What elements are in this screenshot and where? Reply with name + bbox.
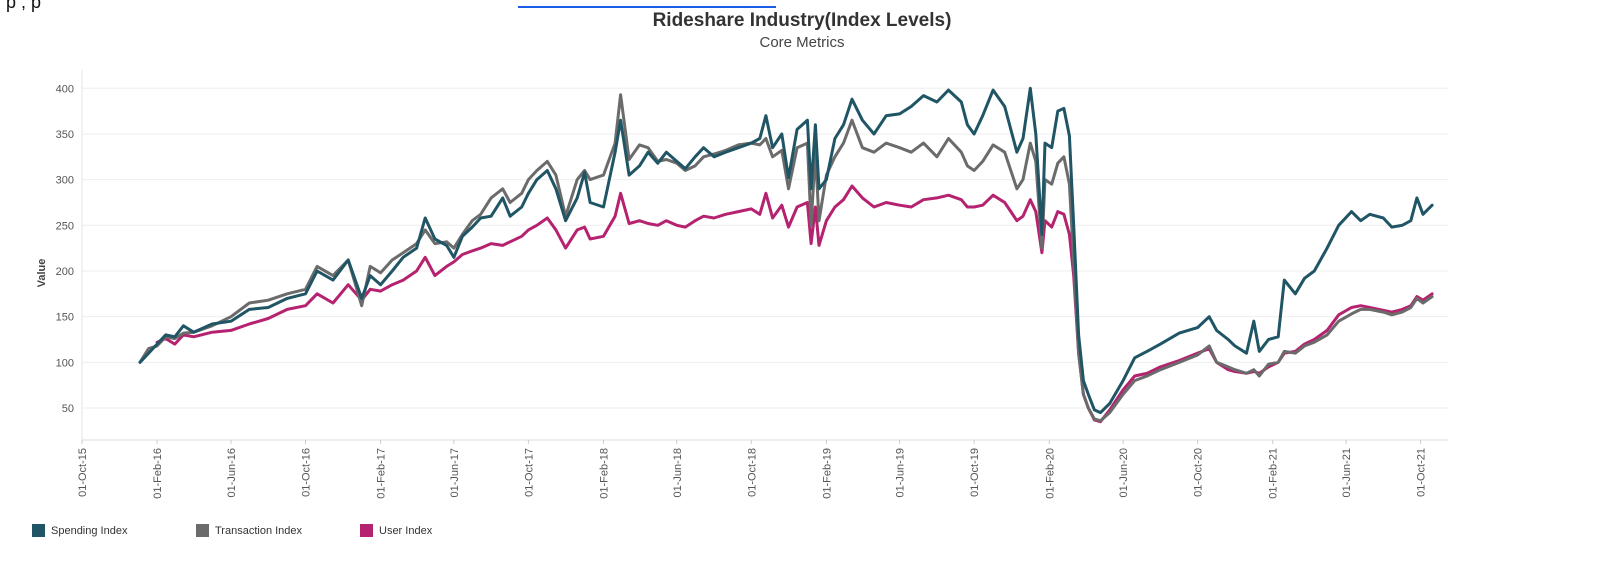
legend-label-user: User Index: [379, 524, 433, 537]
spending-index-line: [138, 86, 1434, 415]
x-tick-label: 01-Feb-19: [821, 448, 833, 499]
legend-label-spending: Spending Index: [51, 524, 128, 537]
x-tick-label: 01-Oct-19: [969, 448, 981, 497]
cropped-header-fragment: p , p: [0, 0, 1604, 12]
y-tick-label: 150: [56, 312, 74, 324]
legend-swatch-transaction: [196, 524, 209, 537]
x-tick-label: 01-Oct-18: [746, 448, 758, 497]
x-tick-label: 01-Feb-18: [598, 448, 610, 499]
x-tick-label: 01-Jun-21: [1341, 448, 1353, 498]
y-axis-title: Value: [36, 259, 48, 288]
y-tick-label: 50: [62, 403, 74, 415]
legend-swatch-spending: [32, 524, 45, 537]
x-tick-label: 01-Oct-15: [77, 448, 89, 497]
x-tick-label: 01-Oct-17: [523, 448, 535, 497]
y-tick-label: 350: [56, 129, 74, 141]
y-tick-label: 400: [56, 83, 74, 95]
x-tick-label: 01-Feb-20: [1044, 448, 1056, 499]
x-tick-label: 01-Oct-20: [1193, 448, 1205, 497]
x-tick-label: 01-Feb-16: [152, 448, 164, 499]
x-tick-label: 01-Feb-17: [376, 448, 388, 499]
y-tick-label: 250: [56, 220, 74, 232]
x-tick-label: 01-Jun-16: [226, 448, 238, 498]
x-tick-label: 01-Oct-16: [300, 448, 312, 497]
legend-item-user[interactable]: User Index: [360, 524, 432, 537]
x-tick-label: 01-Oct-21: [1416, 448, 1428, 497]
cropped-header-link[interactable]: [518, 0, 776, 8]
transaction-index-line: [138, 93, 1434, 423]
x-tick-label: 01-Jun-17: [449, 448, 461, 498]
chart-subtitle: Core Metrics: [759, 34, 845, 51]
cropped-header-text: p , p: [6, 0, 42, 12]
legend-item-transaction[interactable]: Transaction Index: [196, 524, 302, 537]
y-tick-label: 300: [56, 175, 74, 187]
legend-swatch-user: [360, 524, 373, 537]
legend-item-spending[interactable]: Spending Index: [32, 524, 127, 537]
chart-title: Rideshare Industry(Index Levels): [652, 10, 952, 31]
x-tick-label: 01-Jun-18: [672, 448, 684, 498]
y-tick-label: 100: [56, 357, 74, 369]
user-index-line: [155, 184, 1434, 424]
x-tick-label: 01-Jun-20: [1118, 448, 1130, 498]
x-tick-label: 01-Feb-21: [1268, 448, 1280, 499]
x-tick-label: 01-Jun-19: [895, 448, 907, 498]
chart-legend: Spending Index Transaction Index User In…: [0, 524, 1604, 542]
y-tick-label: 200: [56, 266, 74, 278]
legend-label-transaction: Transaction Index: [215, 524, 303, 537]
